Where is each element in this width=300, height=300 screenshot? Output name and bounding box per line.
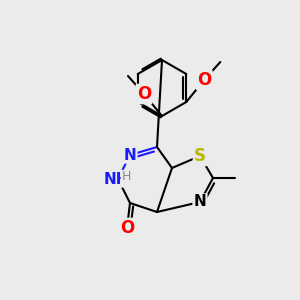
Text: N: N	[124, 148, 136, 163]
Text: O: O	[137, 85, 151, 103]
Text: H: H	[121, 170, 131, 184]
Text: N: N	[194, 194, 206, 209]
Text: O: O	[197, 71, 212, 89]
Text: O: O	[120, 219, 134, 237]
Text: S: S	[194, 147, 206, 165]
Text: NH: NH	[103, 172, 129, 187]
